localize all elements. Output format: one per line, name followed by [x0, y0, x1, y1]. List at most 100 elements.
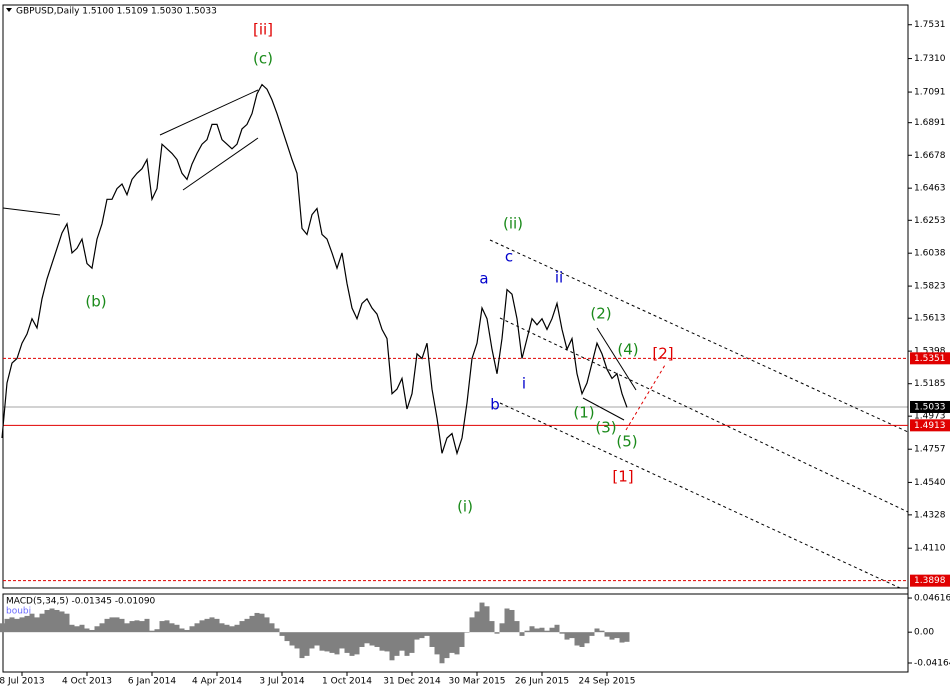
macd-bar: [269, 623, 275, 633]
macd-bar: [169, 623, 175, 633]
macd-bar: [274, 628, 280, 633]
macd-bar: [514, 621, 520, 633]
macd-bar: [244, 618, 250, 633]
macd-bar: [404, 632, 410, 656]
macd-bar: [59, 611, 65, 633]
macd-bar: [469, 617, 475, 633]
macd-bar: [254, 612, 260, 633]
level-box: [910, 400, 950, 413]
macd-bar: [109, 617, 115, 633]
macd-bar: [464, 632, 470, 633]
channel-lines: [489, 239, 909, 589]
macd-bar: [584, 632, 590, 644]
macd-bar: [309, 632, 315, 649]
x-tick-label: 4 Oct 2013: [62, 677, 112, 687]
macd-subtitle: boubi: [6, 607, 31, 617]
macd-bar: [284, 632, 290, 642]
macd-bar: [219, 623, 225, 633]
macd-bar: [0, 623, 5, 633]
macd-bar: [314, 632, 320, 646]
x-tick-label: 30 Mar 2015: [448, 677, 505, 687]
wave-label: (ii): [503, 215, 523, 233]
y-tick-label: 1.4973: [914, 412, 946, 422]
level-box: [910, 574, 950, 587]
macd-bar: [534, 628, 540, 633]
x-tick-label: 31 Dec 2014: [383, 677, 441, 687]
price-panel: [2, 4, 909, 589]
macd-bar: [444, 632, 450, 659]
x-tick-label: 24 Sep 2015: [578, 677, 635, 687]
macd-bar: [624, 632, 630, 642]
trend-lines: [2, 89, 637, 421]
macd-bar: [54, 609, 60, 633]
wave-label: [ii]: [253, 21, 273, 39]
macd-bar: [529, 626, 535, 633]
macd-bar: [379, 632, 385, 651]
y-tick-label: 1.6253: [914, 216, 946, 226]
y-tick-label: 1.6678: [914, 151, 946, 161]
macd-bar: [119, 618, 125, 633]
wave-label: (5): [616, 433, 637, 451]
macd-bar: [344, 632, 350, 653]
macd-bar: [569, 632, 575, 639]
macd-bar: [324, 632, 330, 652]
macd-bar: [294, 632, 300, 649]
macd-bar: [359, 632, 365, 647]
macd-bar: [229, 626, 235, 633]
macd-bar: [189, 626, 195, 633]
macd-bar: [524, 630, 530, 633]
macd-bar: [594, 628, 600, 633]
macd-bar: [564, 632, 570, 640]
macd-bar: [184, 629, 190, 633]
wave-label: [1]: [612, 468, 633, 486]
wave-label: c: [505, 248, 513, 266]
wave-label: (4): [617, 341, 638, 359]
macd-bar: [329, 632, 335, 653]
macd-bar: [264, 617, 270, 633]
macd-bar: [574, 632, 580, 646]
macd-bar: [539, 627, 545, 633]
menu-arrow: [6, 8, 12, 12]
y-tick-label: 1.4110: [914, 544, 946, 554]
macd-bar: [589, 632, 595, 636]
wave-label: a: [479, 270, 488, 288]
y-tick-label: 1.6463: [914, 184, 946, 194]
macd-bar: [204, 618, 210, 633]
macd-bar: [214, 618, 220, 633]
macd-bar: [394, 632, 400, 656]
level-label: 1.4913: [914, 421, 946, 431]
wave-label: i: [522, 375, 526, 393]
macd-bar: [374, 632, 380, 647]
y-tick-label: 1.5185: [914, 379, 946, 389]
macd-bar: [9, 617, 15, 633]
wave-label: (3): [595, 419, 616, 437]
macd-bar: [129, 621, 135, 633]
macd-bar: [4, 618, 10, 633]
macd-bar: [414, 632, 420, 640]
macd-bar: [154, 629, 160, 633]
macd-bar: [304, 632, 310, 656]
macd-bar: [419, 632, 425, 639]
macd-bar: [299, 632, 305, 659]
macd-bar: [164, 620, 170, 633]
macd-bar: [494, 632, 500, 634]
macd-bar: [579, 632, 585, 647]
macd-bar: [289, 632, 295, 646]
macd-bar: [199, 620, 205, 633]
macd-bar: [34, 617, 40, 633]
macd-tick-label: -0.04164: [914, 659, 950, 669]
macd-bar: [599, 630, 605, 633]
macd-tick-label: 0.00: [914, 628, 934, 638]
x-tick-label: 3 Jul 2014: [259, 677, 304, 687]
macd-bar: [429, 632, 435, 647]
wave-label: ii: [555, 269, 563, 287]
macd-bar: [224, 624, 230, 633]
macd-bar: [194, 623, 200, 633]
macd-bar: [39, 613, 45, 633]
macd-bar: [104, 618, 110, 633]
macd-bar: [619, 632, 625, 643]
y-tick-label: 1.6891: [914, 118, 946, 128]
macd-bar: [369, 632, 375, 646]
macd-bar: [44, 609, 50, 633]
